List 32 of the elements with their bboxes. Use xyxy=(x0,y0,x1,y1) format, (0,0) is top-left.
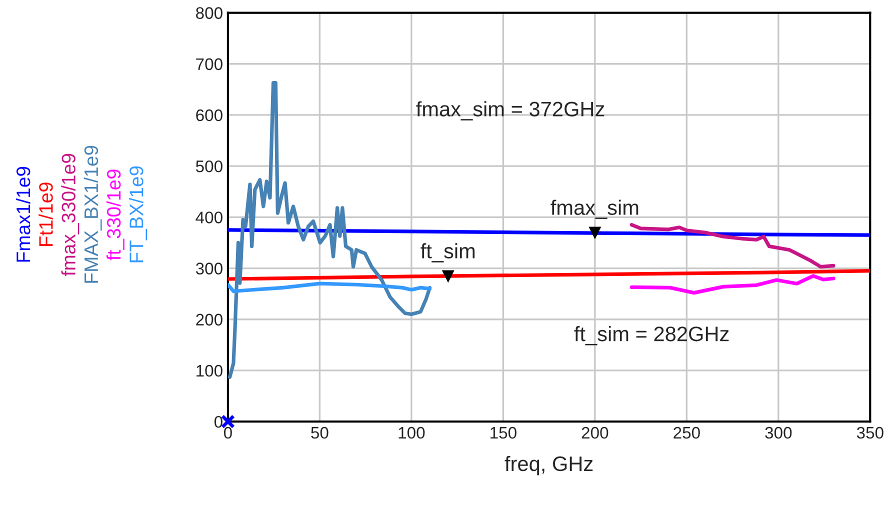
text: Ft1/1e9 xyxy=(38,182,53,246)
x-tick-label: 200 xyxy=(582,426,608,439)
line-series xyxy=(228,269,870,281)
text: Fmax1/1e9 xyxy=(16,166,30,262)
line-series xyxy=(630,274,836,295)
y-tick-label: 300 xyxy=(196,262,222,274)
line-series xyxy=(228,282,432,294)
text: ft_330/1e9 xyxy=(106,170,124,260)
y-tick-label: 0 xyxy=(214,416,222,428)
y-tick-label: 700 xyxy=(196,58,222,70)
text: FMAX_BX1/1e9 xyxy=(84,146,102,283)
x-tick-label: 250 xyxy=(674,426,700,439)
x-tick-label: 50 xyxy=(311,426,328,439)
x-tick-label: 100 xyxy=(398,426,425,439)
annotation: ft_sim = 282GHz xyxy=(574,326,729,346)
annotation: fmax_sim = 372GHz xyxy=(416,101,604,120)
y-tick-label: 600 xyxy=(196,109,222,122)
y-tick-label: 400 xyxy=(196,212,222,224)
y-tick-label: 100 xyxy=(196,364,222,377)
x-tick-label: 350 xyxy=(856,426,884,439)
x-tick-label: 150 xyxy=(490,426,516,439)
x-tick-label: 0 xyxy=(224,426,232,439)
line-series xyxy=(630,223,836,269)
y-tick-label: 200 xyxy=(196,314,222,326)
annotation: ft_sim xyxy=(420,243,475,262)
text: FT_BX/1e9 xyxy=(129,166,148,262)
text: fmax_330/1e9 xyxy=(61,154,80,276)
x-tick-label: 300 xyxy=(765,426,792,439)
annotation: fmax_sim xyxy=(550,200,638,219)
y-tick-label: 800 xyxy=(196,7,222,19)
y-tick-label: 500 xyxy=(196,160,222,172)
x-axis-title: freq, GHz xyxy=(504,456,593,476)
